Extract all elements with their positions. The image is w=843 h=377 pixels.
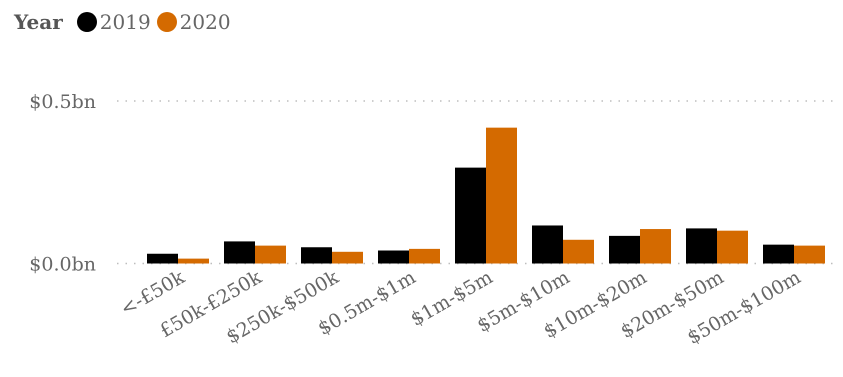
legend: Year 2019 2020 xyxy=(14,8,237,36)
legend-title: Year xyxy=(14,10,63,34)
bar-2019-6[interactable] xyxy=(609,235,640,264)
bar-2019-2[interactable] xyxy=(301,247,332,264)
bar-2019-4[interactable] xyxy=(455,167,486,264)
bar-2019-7[interactable] xyxy=(686,228,717,264)
bar-2020-6[interactable] xyxy=(640,229,671,264)
bar-2020-2[interactable] xyxy=(332,251,363,264)
bar-2019-1[interactable] xyxy=(224,241,255,264)
bar-2020-7[interactable] xyxy=(717,230,748,264)
legend-item-2020[interactable]: 2020 xyxy=(156,10,231,34)
y-tick-label-1: $0.5bn xyxy=(29,91,96,113)
legend-swatch-2020 xyxy=(156,12,177,32)
bar-2019-0[interactable] xyxy=(147,253,178,264)
legend-swatch-2019 xyxy=(76,12,97,32)
bar-2020-8[interactable] xyxy=(794,245,825,264)
bar-2019-5[interactable] xyxy=(532,225,563,264)
legend-label-2020: 2020 xyxy=(179,10,231,34)
bar-2020-0[interactable] xyxy=(178,258,209,264)
legend-label-2019: 2019 xyxy=(99,10,151,34)
bar-2020-5[interactable] xyxy=(563,239,594,264)
y-tick-label-0: $0.0bn xyxy=(29,254,96,276)
bar-2020-1[interactable] xyxy=(255,245,286,264)
bar-2019-3[interactable] xyxy=(378,250,409,264)
bar-2019-8[interactable] xyxy=(763,244,794,264)
bar-2020-3[interactable] xyxy=(409,248,440,264)
bar-2020-4[interactable] xyxy=(486,127,517,264)
legend-item-2019[interactable]: 2019 xyxy=(76,10,151,34)
